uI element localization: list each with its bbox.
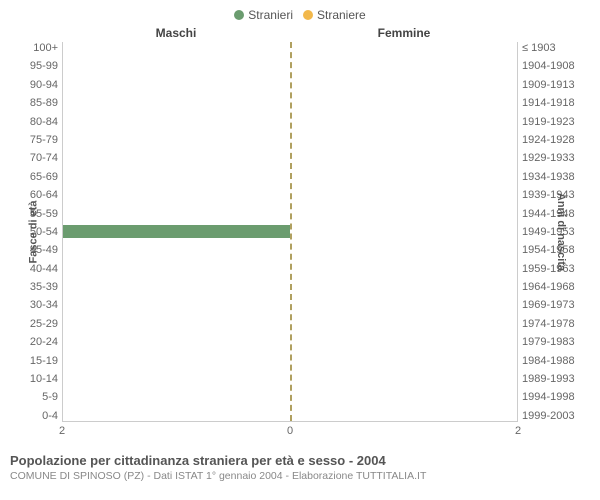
chart-subcaption: COMUNE DI SPINOSO (PZ) - Dati ISTAT 1° g…: [10, 470, 590, 482]
y-tick-right: 1979-1983: [522, 336, 575, 348]
y-tick-right: 1989-1993: [522, 373, 575, 385]
y-tick-left: 20-24: [30, 336, 58, 348]
x-axis: 202: [10, 425, 590, 439]
y-tick-left: 30-34: [30, 299, 58, 311]
population-pyramid-chart: Stranieri Straniere Maschi Femmine Fasce…: [0, 0, 600, 500]
y-tick-right: 1909-1913: [522, 79, 575, 91]
y-tick-left: 40-44: [30, 263, 58, 275]
plot-area: [62, 42, 518, 422]
y-tick-left: 0-4: [42, 410, 58, 422]
y-tick-right: 1924-1928: [522, 134, 575, 146]
y-tick-left: 70-74: [30, 152, 58, 164]
y-tick-left: 60-64: [30, 189, 58, 201]
y-tick-left: 25-29: [30, 318, 58, 330]
legend-dot-female: [303, 10, 313, 20]
y-tick-right: 1969-1973: [522, 299, 575, 311]
center-line: [290, 42, 292, 421]
y-tick-right: 1974-1978: [522, 318, 575, 330]
y-tick-left: 90-94: [30, 79, 58, 91]
legend-label-male: Stranieri: [248, 8, 293, 22]
y-tick-left: 85-89: [30, 97, 58, 109]
panel-title-male: Maschi: [62, 26, 290, 40]
y-axis-left: Fasce di età 100+ 95-99 90-94 85-89 80-84 75-…: [10, 42, 62, 422]
y-tick-left: 95-99: [30, 60, 58, 72]
y-tick-right: 1934-1938: [522, 171, 575, 183]
y-tick-left: 100+: [33, 42, 58, 54]
y-axis-right: Anni di nascita ≤ 1903 1904-1908 1909-1913…: [518, 42, 590, 422]
y-tick-left: 75-79: [30, 134, 58, 146]
y-tick-left: 5-9: [42, 391, 58, 403]
y-tick-left: 15-19: [30, 355, 58, 367]
y-tick-right: 1929-1933: [522, 152, 575, 164]
y-tick-left: 10-14: [30, 373, 58, 385]
legend-item-male: Stranieri: [234, 8, 293, 22]
y-tick-right: 1904-1908: [522, 60, 575, 72]
y-tick-right: 1914-1918: [522, 97, 575, 109]
y-tick-right: ≤ 1903: [522, 42, 556, 54]
legend: Stranieri Straniere: [10, 8, 590, 22]
chart-caption: Popolazione per cittadinanza straniera p…: [10, 453, 590, 468]
y-tick-right: 1999-2003: [522, 410, 575, 422]
y-axis-right-label: Anni di nascita: [555, 193, 567, 271]
y-tick-left: 65-69: [30, 171, 58, 183]
legend-dot-male: [234, 10, 244, 20]
y-axis-left-label: Fasce di età: [27, 201, 39, 264]
legend-item-female: Straniere: [303, 8, 366, 22]
y-tick-right: 1984-1988: [522, 355, 575, 367]
bar-male: [63, 225, 290, 238]
panel-titles: Maschi Femmine: [10, 26, 590, 40]
panel-title-female: Femmine: [290, 26, 518, 40]
y-tick-right: 1919-1923: [522, 116, 575, 128]
x-axis-ticks: 202: [62, 425, 518, 439]
y-tick-left: 35-39: [30, 281, 58, 293]
plot-row: Fasce di età 100+ 95-99 90-94 85-89 80-84 75-…: [10, 42, 590, 422]
y-tick-left: 80-84: [30, 116, 58, 128]
legend-label-female: Straniere: [317, 8, 366, 22]
y-tick-right: 1964-1968: [522, 281, 575, 293]
y-tick-right: 1994-1998: [522, 391, 575, 403]
